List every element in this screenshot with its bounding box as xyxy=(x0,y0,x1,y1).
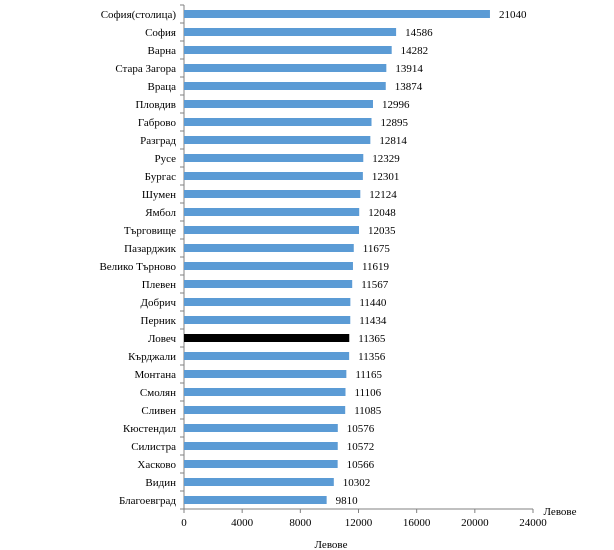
bar xyxy=(184,28,397,36)
bar xyxy=(184,172,363,180)
category-label: Русе xyxy=(154,153,176,165)
value-label: 12048 xyxy=(368,207,396,219)
bar xyxy=(184,154,364,162)
bar xyxy=(184,64,387,72)
value-label: 10566 xyxy=(347,459,375,471)
category-label: Кюстендил xyxy=(123,423,176,435)
value-label: 13874 xyxy=(395,81,423,93)
value-label: 12329 xyxy=(372,153,400,165)
x-tick-label: 8000 xyxy=(289,517,312,529)
category-label: Видин xyxy=(145,477,176,489)
category-label: Хасково xyxy=(137,459,176,471)
bar xyxy=(184,100,373,108)
category-label: Шумен xyxy=(142,189,176,201)
value-label: 10302 xyxy=(343,477,371,489)
category-label: София xyxy=(145,27,176,39)
value-label: 11567 xyxy=(361,279,389,291)
value-label: 12895 xyxy=(381,117,409,129)
category-label: Сливен xyxy=(141,405,176,417)
value-label: 11365 xyxy=(358,333,386,345)
category-label: Кърджали xyxy=(128,351,176,363)
category-label: Ямбол xyxy=(145,207,176,219)
x-tick-label: 16000 xyxy=(403,517,431,529)
value-label: 21040 xyxy=(499,9,527,21)
category-label: Плевен xyxy=(142,279,176,291)
plot-area: 0 4000 8000 12000 16000 20000 24000 София(столи… xyxy=(99,4,547,529)
value-label: 11106 xyxy=(354,387,381,399)
category-label: Търговище xyxy=(124,225,176,237)
bar xyxy=(184,424,338,432)
bar xyxy=(184,190,361,198)
x-tick-label: 4000 xyxy=(231,517,254,529)
value-label: 14282 xyxy=(401,45,429,57)
x-tick-label: 0 xyxy=(181,517,187,529)
value-label: 11434 xyxy=(359,315,387,327)
category-label: Силистра xyxy=(131,441,176,453)
value-label: 9810 xyxy=(336,495,359,507)
value-label: 10572 xyxy=(347,441,375,453)
bar xyxy=(184,244,354,252)
bar xyxy=(184,406,346,414)
category-label: Разград xyxy=(140,135,176,147)
category-label: Пловдив xyxy=(135,99,176,111)
bar xyxy=(184,442,338,450)
category-label: Бургас xyxy=(145,171,176,183)
category-label: Благоевград xyxy=(119,495,176,507)
value-label: 12035 xyxy=(368,225,396,237)
bar xyxy=(184,118,372,126)
category-label: Враца xyxy=(148,81,177,93)
bar xyxy=(184,496,327,504)
category-label: София(столица) xyxy=(101,9,177,21)
bar xyxy=(184,352,350,360)
bar xyxy=(184,280,353,288)
category-label: Стара Загора xyxy=(115,63,176,75)
bar-highlighted xyxy=(184,334,350,342)
x-tick-label: 12000 xyxy=(345,517,373,529)
value-label: 11085 xyxy=(354,405,382,417)
category-label: Смолян xyxy=(140,387,176,399)
value-label: 11165 xyxy=(355,369,382,381)
bar xyxy=(184,478,334,486)
bar xyxy=(184,10,490,18)
value-label: 10576 xyxy=(347,423,375,435)
bar xyxy=(184,298,351,306)
bar xyxy=(184,208,360,216)
x-tick-label: 24000 xyxy=(519,517,547,529)
value-label: 11619 xyxy=(362,261,390,273)
category-label: Добрич xyxy=(140,297,176,309)
x-axis-title: Левове xyxy=(315,539,348,550)
bar xyxy=(184,262,353,270)
value-label: 14586 xyxy=(405,27,433,39)
value-label: 11356 xyxy=(358,351,386,363)
bar xyxy=(184,46,392,54)
category-label: Габрово xyxy=(138,117,177,129)
category-label: Ловеч xyxy=(148,333,176,345)
value-label: 11440 xyxy=(359,297,387,309)
value-label: 13914 xyxy=(395,63,423,75)
category-label: Перник xyxy=(141,315,177,327)
bar xyxy=(184,136,371,144)
category-label: Монтана xyxy=(135,369,177,381)
bar xyxy=(184,460,338,468)
value-label: 12124 xyxy=(369,189,397,201)
value-label: 12814 xyxy=(379,135,407,147)
category-label: Пазарджик xyxy=(124,243,176,255)
bar xyxy=(184,316,351,324)
value-label: 11675 xyxy=(363,243,391,255)
bar xyxy=(184,388,346,396)
category-label: Велико Търново xyxy=(99,261,176,273)
value-label: 12301 xyxy=(372,171,400,183)
x-tick-label: 20000 xyxy=(461,517,489,529)
value-label: 12996 xyxy=(382,99,410,111)
bar xyxy=(184,226,360,234)
bar xyxy=(184,370,347,378)
category-label: Варна xyxy=(148,45,177,57)
unit-label: Левове xyxy=(544,506,577,518)
bar xyxy=(184,82,386,90)
